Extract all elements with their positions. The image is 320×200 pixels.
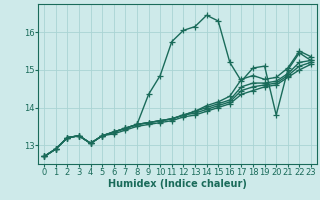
X-axis label: Humidex (Indice chaleur): Humidex (Indice chaleur) <box>108 179 247 189</box>
